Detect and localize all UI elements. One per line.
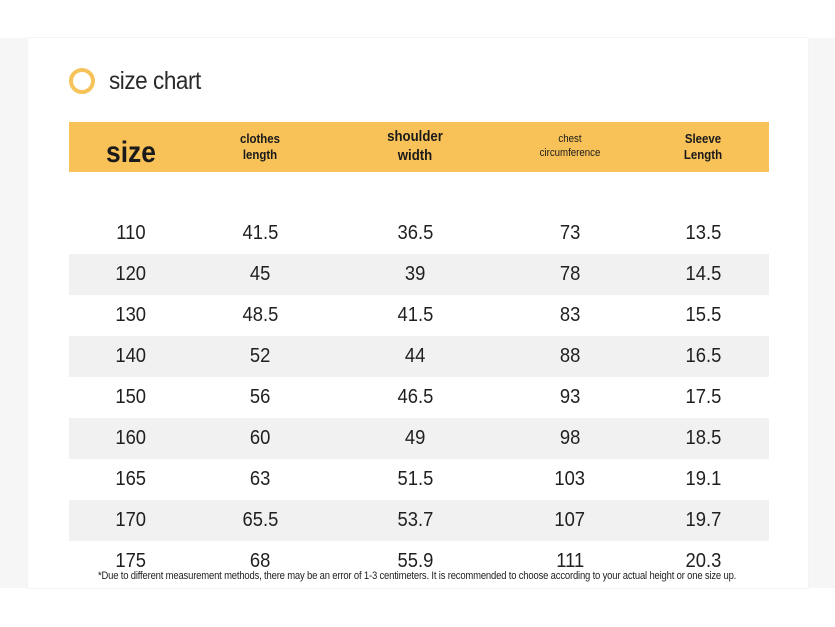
cell-shoulder-width: 36.5 <box>397 221 433 244</box>
cell-shoulder-width: 49 <box>327 417 503 459</box>
cell-chest-circumference: 107 <box>503 499 637 541</box>
cell-sleeve-length: 15.5 <box>685 303 721 326</box>
cell-chest-circumference: 111 <box>556 549 584 572</box>
table-row: 160 60 49 98 18.5 <box>69 417 769 459</box>
table-row: 165 63 51.5 103 19.1 <box>69 459 769 500</box>
cell-sleeve-length: 19.1 <box>685 467 721 490</box>
cell-size: 140 <box>69 335 193 377</box>
cell-shoulder-width: 46.5 <box>397 385 433 408</box>
cell-size: 160 <box>69 417 193 459</box>
table-header-row: size clothes length shoulder width chest… <box>69 122 769 172</box>
cell-sleeve-length: 20.3 <box>685 549 721 572</box>
cell-shoulder-width: 39 <box>327 253 503 295</box>
cell-size: 170 <box>69 499 193 541</box>
table-row: 140 52 44 88 16.5 <box>69 335 769 377</box>
header-clothes-length: clothes length <box>193 122 327 172</box>
cell-chest-circumference: 83 <box>559 303 581 326</box>
cell-size: 150 <box>115 385 147 408</box>
cell-size: 175 <box>115 549 147 572</box>
cell-chest-circumference: 78 <box>503 253 637 295</box>
page-title: size chart <box>109 66 201 95</box>
table-row: 170 65.5 53.7 107 19.7 <box>69 499 769 541</box>
cell-sleeve-length: 19.7 <box>637 499 769 541</box>
cell-shoulder-width: 51.5 <box>397 467 433 490</box>
cell-shoulder-width: 44 <box>327 335 503 377</box>
table-row: 150 56 46.5 93 17.5 <box>69 377 769 418</box>
cell-chest-circumference: 73 <box>559 221 581 244</box>
cell-clothes-length: 63 <box>249 467 271 490</box>
table-row: 130 48.5 41.5 83 15.5 <box>69 295 769 336</box>
cell-size: 130 <box>115 303 147 326</box>
table-row: 120 45 39 78 14.5 <box>69 253 769 295</box>
left-margin-band <box>0 38 28 588</box>
header-chest-circumference: chest circumference <box>503 122 637 172</box>
cell-chest-circumference: 93 <box>559 385 581 408</box>
cell-chest-circumference: 103 <box>554 467 586 490</box>
header-label-line1: chest <box>558 133 582 145</box>
header-sleeve-length: Sleeve Length <box>637 122 769 172</box>
measurement-note: *Due to different measurement methods, t… <box>0 570 835 582</box>
table-row: 110 41.5 36.5 73 13.5 <box>69 213 769 254</box>
size-table: size clothes length shoulder width chest… <box>69 122 769 582</box>
header-size-label: size <box>106 136 156 169</box>
header-label-line1: clothes <box>239 130 281 146</box>
cell-chest-circumference: 88 <box>503 335 637 377</box>
header-label-line2: width <box>397 146 433 164</box>
header-label-line1: shoulder <box>387 128 443 145</box>
ring-icon <box>69 68 95 94</box>
title-block: size chart <box>69 64 211 98</box>
header-size: size <box>69 122 193 172</box>
cell-sleeve-length: 17.5 <box>685 385 721 408</box>
right-margin-band <box>808 38 835 588</box>
cell-size: 165 <box>115 467 147 490</box>
header-gap <box>69 172 769 213</box>
cell-clothes-length: 60 <box>193 417 327 459</box>
header-label-line2: Length <box>683 146 723 162</box>
header-label-line1: Sleeve <box>684 130 722 146</box>
cell-shoulder-width: 41.5 <box>397 303 433 326</box>
header-shoulder-width: shoulder width <box>327 122 503 172</box>
cell-chest-circumference: 98 <box>503 417 637 459</box>
cell-sleeve-length: 14.5 <box>637 253 769 295</box>
cell-clothes-length: 65.5 <box>193 499 327 541</box>
cell-sleeve-length: 13.5 <box>685 221 721 244</box>
header-label-line2: circumference <box>539 146 601 159</box>
cell-size: 120 <box>69 253 193 295</box>
cell-clothes-length: 52 <box>193 335 327 377</box>
cell-clothes-length: 56 <box>249 385 271 408</box>
cell-sleeve-length: 18.5 <box>637 417 769 459</box>
cell-clothes-length: 41.5 <box>242 221 278 244</box>
cell-clothes-length: 68 <box>249 549 271 572</box>
cell-size: 110 <box>116 221 146 244</box>
cell-sleeve-length: 16.5 <box>637 335 769 377</box>
measurement-note-text: *Due to different measurement methods, t… <box>98 570 737 582</box>
cell-clothes-length: 45 <box>193 253 327 295</box>
table-row: 175 68 55.9 111 20.3 <box>69 541 769 582</box>
header-label-line2: length <box>242 146 278 162</box>
cell-shoulder-width: 53.7 <box>327 499 503 541</box>
cell-shoulder-width: 55.9 <box>397 549 433 572</box>
cell-clothes-length: 48.5 <box>242 303 278 326</box>
